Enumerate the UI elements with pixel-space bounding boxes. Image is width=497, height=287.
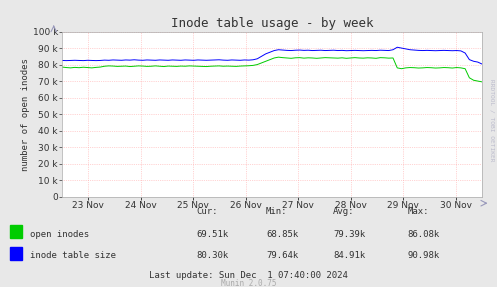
Text: 79.39k: 79.39k bbox=[333, 230, 365, 239]
Text: 86.08k: 86.08k bbox=[408, 230, 440, 239]
Text: Avg:: Avg: bbox=[333, 207, 354, 216]
Text: 68.85k: 68.85k bbox=[266, 230, 298, 239]
Text: open inodes: open inodes bbox=[30, 230, 89, 239]
Y-axis label: number of open inodes: number of open inodes bbox=[21, 58, 30, 170]
Title: Inode table usage - by week: Inode table usage - by week bbox=[171, 18, 373, 30]
Text: Cur:: Cur: bbox=[196, 207, 218, 216]
Text: 80.30k: 80.30k bbox=[196, 251, 229, 260]
Text: Max:: Max: bbox=[408, 207, 429, 216]
Text: 79.64k: 79.64k bbox=[266, 251, 298, 260]
Text: 84.91k: 84.91k bbox=[333, 251, 365, 260]
Text: 69.51k: 69.51k bbox=[196, 230, 229, 239]
Text: Last update: Sun Dec  1 07:40:00 2024: Last update: Sun Dec 1 07:40:00 2024 bbox=[149, 271, 348, 280]
Text: 90.98k: 90.98k bbox=[408, 251, 440, 260]
Text: RRDTOOL / TOBI OETIKER: RRDTOOL / TOBI OETIKER bbox=[490, 79, 495, 162]
Text: Munin 2.0.75: Munin 2.0.75 bbox=[221, 279, 276, 287]
Text: Min:: Min: bbox=[266, 207, 287, 216]
Text: inode table size: inode table size bbox=[30, 251, 116, 260]
